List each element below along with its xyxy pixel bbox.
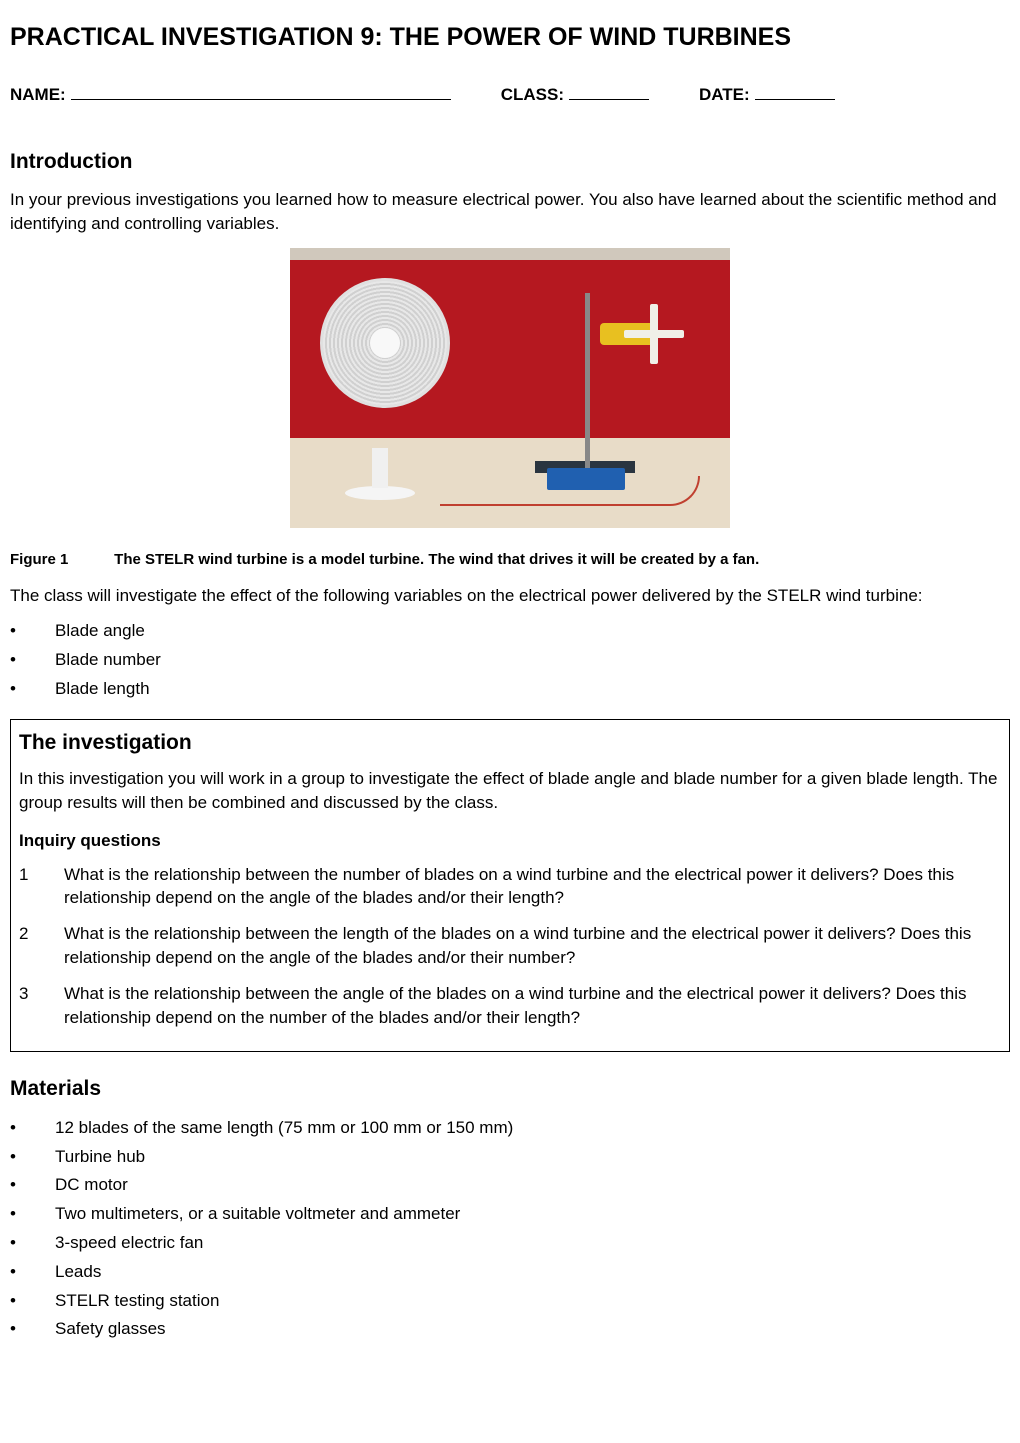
list-item: STELR testing station — [10, 1289, 1010, 1313]
fan-base-icon — [345, 486, 415, 500]
fan-stem-icon — [372, 448, 388, 488]
list-item: Two multimeters, or a suitable voltmeter… — [10, 1202, 1010, 1226]
figure-container — [10, 248, 1010, 535]
list-item: What is the relationship between the ang… — [19, 982, 1001, 1030]
blade-icon — [650, 334, 658, 364]
variables-list: Blade angle Blade number Blade length — [10, 619, 1010, 700]
date-field: DATE: — [699, 83, 835, 107]
list-item: What is the relationship between the num… — [19, 863, 1001, 911]
list-item: Blade length — [10, 677, 1010, 701]
list-item: Blade number — [10, 648, 1010, 672]
stand-pole-icon — [585, 293, 590, 468]
figure-number: Figure 1 — [10, 549, 110, 570]
class-blank[interactable] — [569, 83, 649, 100]
turbine-blades-icon — [626, 306, 682, 362]
figure-image — [290, 248, 730, 528]
figure-caption: Figure 1 The STELR wind turbine is a mod… — [10, 549, 1010, 570]
introduction-text: In your previous investigations you lear… — [10, 188, 1010, 236]
list-item: Safety glasses — [10, 1317, 1010, 1341]
list-item: Blade angle — [10, 619, 1010, 643]
fan-center-icon — [370, 328, 400, 358]
variables-intro: The class will investigate the effect of… — [10, 584, 1010, 608]
header-fields: NAME: CLASS: DATE: — [10, 83, 1010, 107]
wire-icon — [440, 476, 700, 506]
class-label: CLASS: — [501, 83, 564, 107]
investigation-text: In this investigation you will work in a… — [19, 767, 1001, 815]
list-item: DC motor — [10, 1173, 1010, 1197]
inquiry-questions: What is the relationship between the num… — [19, 863, 1001, 1030]
list-item: Turbine hub — [10, 1145, 1010, 1169]
figure-caption-text: The STELR wind turbine is a model turbin… — [114, 551, 759, 568]
name-label: NAME: — [10, 83, 66, 107]
page-title: PRACTICAL INVESTIGATION 9: THE POWER OF … — [10, 20, 1010, 55]
list-item: 12 blades of the same length (75 mm or 1… — [10, 1116, 1010, 1140]
inquiry-heading: Inquiry questions — [19, 829, 1001, 853]
introduction-heading: Introduction — [10, 147, 1010, 176]
name-blank[interactable] — [71, 83, 451, 100]
list-item: 3-speed electric fan — [10, 1231, 1010, 1255]
materials-heading: Materials — [10, 1074, 1010, 1103]
investigation-heading: The investigation — [19, 728, 1001, 757]
date-blank[interactable] — [755, 83, 835, 100]
list-item: Leads — [10, 1260, 1010, 1284]
figure-ceiling — [290, 248, 730, 260]
date-label: DATE: — [699, 83, 750, 107]
blade-icon — [654, 330, 684, 338]
investigation-box: The investigation In this investigation … — [10, 719, 1010, 1053]
list-item: What is the relationship between the len… — [19, 922, 1001, 970]
class-field: CLASS: — [501, 83, 649, 107]
name-field: NAME: — [10, 83, 451, 107]
materials-list: 12 blades of the same length (75 mm or 1… — [10, 1116, 1010, 1341]
